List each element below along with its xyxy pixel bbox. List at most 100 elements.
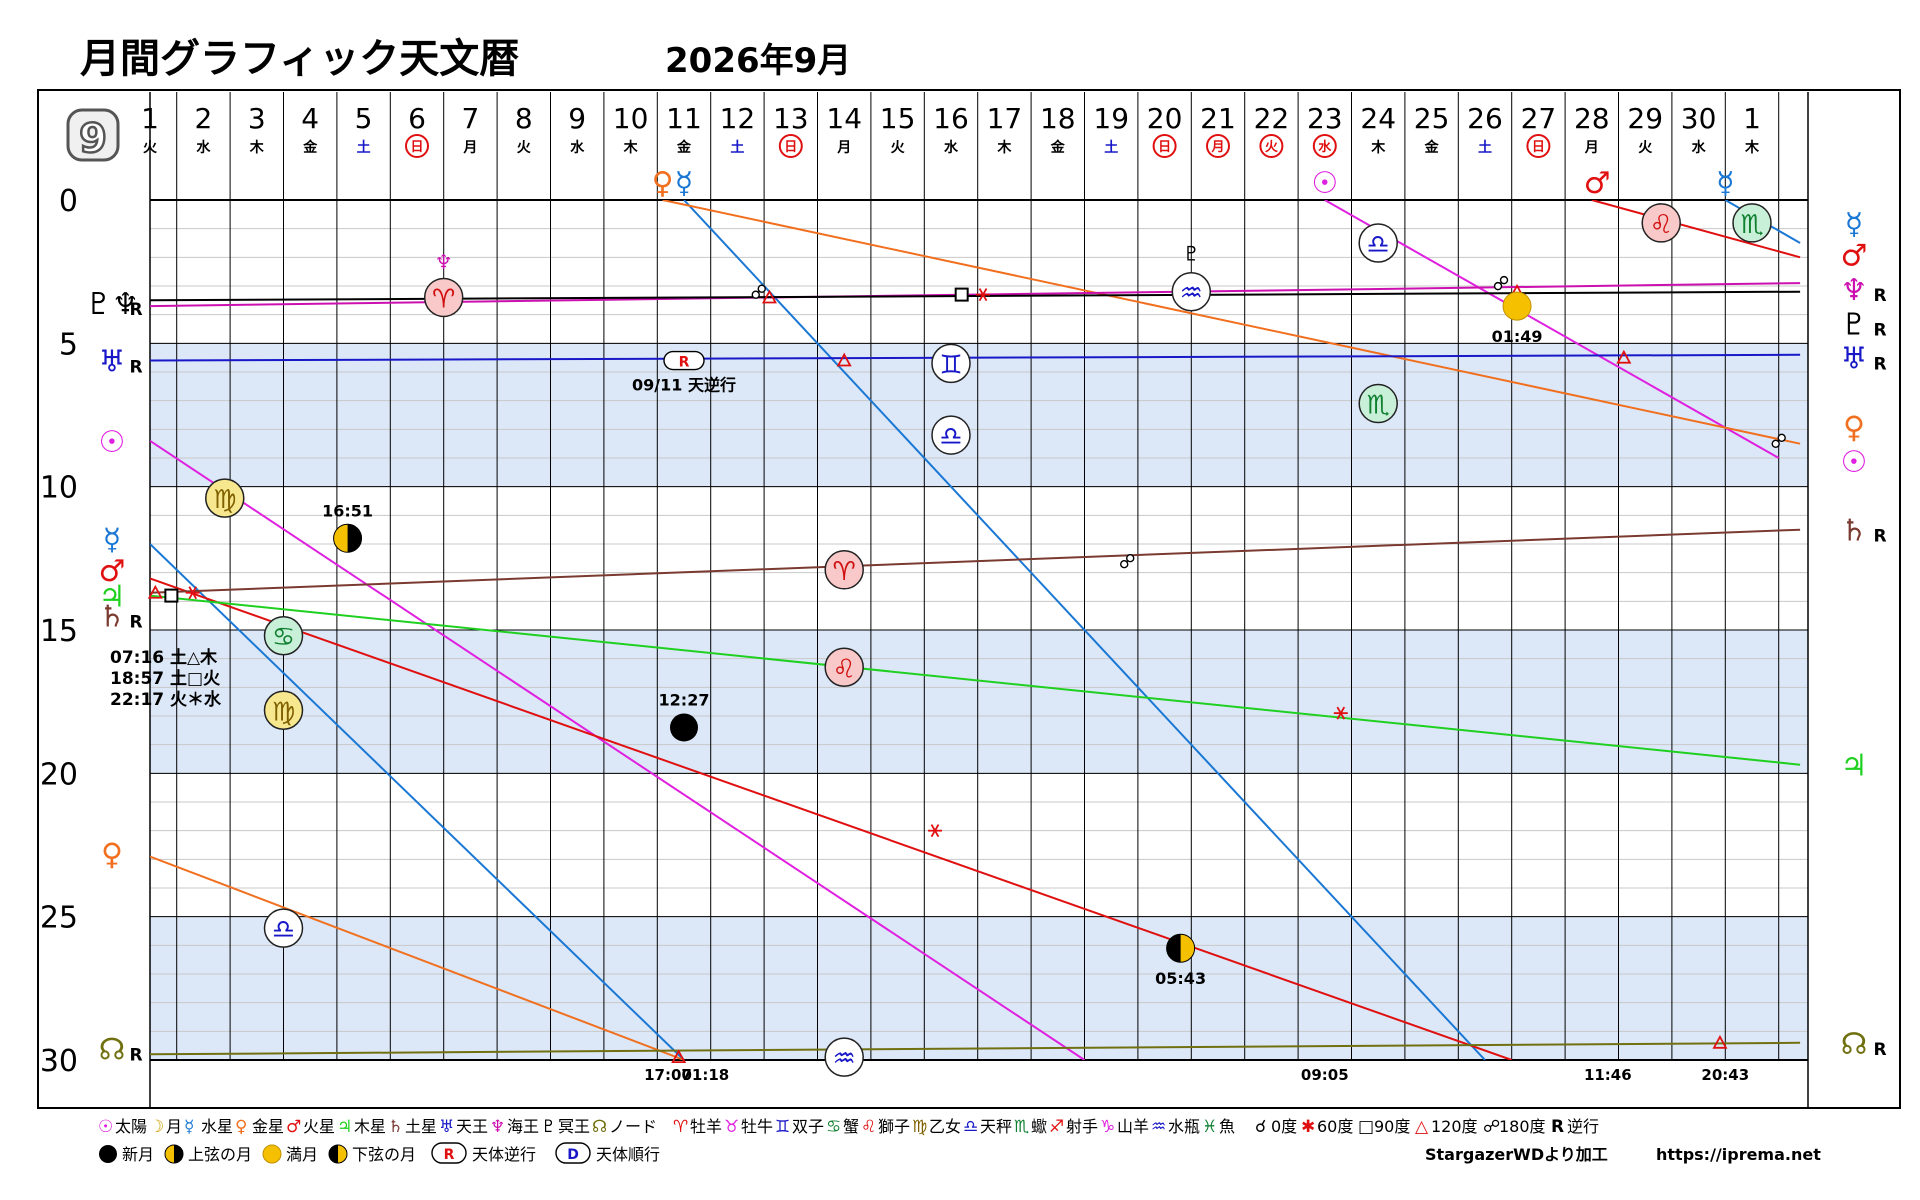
moon-disc	[1502, 291, 1532, 321]
legend-label: 天体逆行	[472, 1145, 536, 1164]
opposition-dot	[1499, 275, 1509, 285]
weekday-label: 水	[196, 139, 211, 156]
weekday-label: 月	[1584, 140, 1599, 156]
legend-glyph: □	[1358, 1117, 1374, 1137]
legend-label: 満月	[286, 1145, 318, 1164]
top-planet-glyph: ☿	[675, 166, 693, 201]
background-bands	[150, 343, 1808, 1060]
moon-first-quarter	[333, 523, 363, 553]
page-subtitle: 2026年9月	[665, 41, 851, 81]
legend-glyph: ♀	[235, 1117, 247, 1137]
weekday-label: 日	[1158, 140, 1171, 155]
moon-disc	[670, 713, 698, 742]
day-number: 21	[1200, 102, 1236, 135]
weekday-label: 水	[944, 139, 959, 156]
moon-time-label: 16:51	[322, 501, 373, 520]
weekday-label: 月	[836, 140, 851, 156]
legend-glyph: ♉	[724, 1117, 739, 1137]
legend-glyph: ♐	[1049, 1117, 1064, 1137]
weekday-label: 木	[1744, 139, 1760, 156]
legend-label: 牡羊	[690, 1117, 722, 1136]
aspect-trine	[761, 289, 777, 304]
legend-label: 蟹	[843, 1117, 859, 1136]
sign-circle	[931, 343, 971, 384]
legend-badge-text: R	[444, 1147, 455, 1163]
holiday-circle	[1312, 134, 1337, 158]
weekday-label: 火	[517, 140, 532, 156]
day-number: 1	[141, 102, 159, 135]
left-planet-glyph: ♂	[99, 554, 126, 589]
aspect-trine	[836, 352, 852, 367]
day-number: 17	[987, 102, 1023, 135]
series-line-mercury	[150, 543, 685, 1060]
legend-label: 山羊	[1117, 1117, 1149, 1136]
legend-label: 月	[166, 1117, 182, 1136]
moon-new	[670, 713, 698, 742]
weekday-label: 火	[143, 140, 158, 156]
legend: ☉ 太陽 ☽ 月 ☿ 水星 ♀ 金星 ♂ 火星 ♃ 木星 ♄ 土星 ♅ 天王 ♆ 海王 ♇ 冥王 ☊ ノード ♈ 牡羊 ♉ 牡牛 ♊…	[98, 1117, 1821, 1164]
opposition-dot	[1777, 433, 1786, 442]
holiday-circle	[405, 134, 429, 158]
right-planet-glyph: ♀	[1843, 410, 1865, 445]
holiday-circle	[1152, 134, 1177, 158]
planet-marker-glyph: ♆	[435, 250, 453, 274]
legend-glyph: ☉	[98, 1117, 113, 1137]
legend-glyph: ☊	[592, 1117, 607, 1137]
weekday-label: 日	[784, 140, 797, 155]
retrograde-flag: R	[129, 613, 142, 633]
day-number: 13	[773, 102, 809, 135]
legend-glyph: ♑	[1100, 1117, 1115, 1137]
legend-glyph: R	[1551, 1117, 1564, 1137]
url-text: https://iprema.net	[1656, 1145, 1821, 1164]
legend-glyph: ☽	[149, 1117, 164, 1137]
weekday-label: 水	[1318, 139, 1332, 155]
sign-glyph: ♏	[1367, 391, 1390, 421]
day-number: 15	[880, 102, 916, 135]
legend-label: 天体順行	[596, 1145, 660, 1164]
y-tick-label: 5	[59, 327, 78, 362]
left-planet-glyph: ♅	[99, 345, 126, 380]
day-number: 8	[515, 102, 533, 135]
bottom-time-label: 01:18	[681, 1066, 729, 1084]
aspect-notes: 07:16 土△木18:57 土□火22:17 火＊水	[110, 647, 222, 710]
series-line-node	[150, 1041, 1801, 1056]
moon-lit-half	[338, 1145, 347, 1163]
opposition-dot	[1120, 560, 1129, 569]
sign-circle	[263, 690, 304, 731]
sign-circle	[1358, 223, 1398, 263]
aspect-opposition	[1120, 554, 1135, 569]
legend-glyph: ♇	[541, 1117, 556, 1137]
legend-label: 木星	[354, 1117, 386, 1136]
legend-label: 逆行	[1567, 1117, 1599, 1136]
aspect-opposition	[1493, 275, 1509, 291]
legend-label: 冥王	[558, 1117, 590, 1136]
aspect-sextile	[185, 586, 200, 600]
sign-glyph: ♌	[1650, 210, 1673, 240]
y-tick-label: 10	[40, 471, 78, 506]
day-number: 7	[461, 102, 479, 135]
moon-outline	[328, 1144, 348, 1164]
legend-glyph: △	[1415, 1117, 1429, 1137]
legend-label: 天秤	[980, 1117, 1012, 1136]
sign-circle	[205, 478, 245, 518]
retrograde-flag: R	[129, 358, 142, 378]
y-tick-label: 30	[40, 1044, 78, 1079]
legend-label: 水星	[201, 1117, 233, 1136]
retrograde-flag: R	[1873, 1040, 1886, 1060]
sextile-stroke	[930, 824, 940, 838]
holiday-circle	[1526, 134, 1551, 158]
right-planet-labels: ☿♂♆ R♇ R♅ R♀☉♄ R♃☊ R	[1841, 207, 1887, 1062]
aspect-opposition	[1771, 433, 1786, 448]
day-number: 1	[1743, 102, 1761, 135]
retrograde-flag: R	[1873, 320, 1886, 340]
weekday-label: 火	[1265, 140, 1279, 155]
sign-circle	[1732, 203, 1772, 243]
legend-label: 火星	[303, 1117, 335, 1136]
y-tick-label: 25	[40, 901, 78, 936]
aspect-trine	[1616, 349, 1632, 364]
right-planet-glyph: ♆	[1841, 273, 1868, 308]
legend-glyph: ♅	[439, 1117, 454, 1137]
sign-circle	[423, 277, 464, 318]
series-line-venus	[150, 855, 685, 1060]
sign-circle	[824, 647, 864, 688]
